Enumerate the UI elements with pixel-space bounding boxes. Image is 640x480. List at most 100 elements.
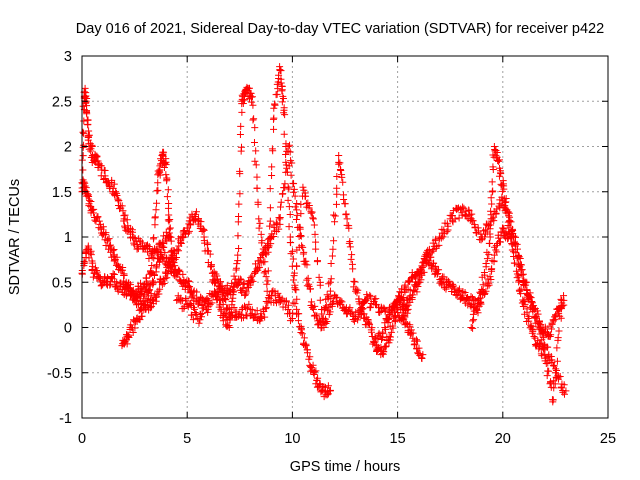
- data-point: [449, 280, 457, 288]
- data-point: [339, 178, 347, 186]
- data-point: [184, 277, 192, 285]
- data-point: [160, 280, 168, 288]
- data-point: [312, 245, 320, 253]
- data-point: [342, 211, 350, 219]
- data-point: [494, 157, 502, 165]
- data-point: [389, 322, 397, 330]
- data-point: [122, 283, 130, 291]
- data-point: [416, 350, 424, 358]
- data-point: [526, 293, 534, 301]
- data-point: [184, 229, 192, 237]
- data-point: [326, 278, 334, 286]
- data-point: [177, 240, 185, 248]
- data-point: [80, 141, 88, 149]
- data-point: [142, 274, 150, 282]
- data-point: [469, 324, 477, 332]
- data-point: [474, 296, 482, 304]
- data-point: [400, 315, 408, 323]
- data-point: [102, 229, 110, 237]
- data-point: [311, 230, 319, 238]
- data-point: [331, 218, 339, 226]
- data-point: [316, 281, 324, 289]
- data-point: [309, 215, 317, 223]
- data-point: [312, 367, 320, 375]
- data-point: [325, 280, 333, 288]
- data-point: [282, 158, 290, 166]
- data-point: [318, 310, 326, 318]
- data-point: [550, 377, 558, 385]
- data-point: [154, 179, 162, 187]
- data-point: [286, 148, 294, 156]
- data-point: [131, 324, 139, 332]
- data-point: [547, 331, 555, 339]
- data-point: [262, 250, 270, 258]
- data-point: [164, 204, 172, 212]
- data-point: [270, 114, 278, 122]
- data-point: [434, 269, 442, 277]
- data-point: [266, 234, 274, 242]
- data-point: [230, 272, 238, 280]
- data-point: [253, 173, 261, 181]
- data-point: [408, 294, 416, 302]
- data-point: [157, 249, 165, 257]
- data-point: [105, 235, 113, 243]
- data-point: [347, 255, 355, 263]
- data-point: [365, 319, 373, 327]
- data-point: [333, 294, 341, 302]
- data-point: [230, 303, 238, 311]
- data-point: [330, 297, 338, 305]
- data-point: [241, 291, 249, 299]
- data-point: [230, 287, 238, 295]
- data-point: [499, 224, 507, 232]
- data-point: [156, 285, 164, 293]
- data-point: [181, 285, 189, 293]
- data-point: [488, 200, 496, 208]
- data-point: [297, 231, 305, 239]
- data-point: [253, 184, 261, 192]
- data-point: [406, 323, 414, 331]
- data-point: [93, 153, 101, 161]
- chart-title: Day 016 of 2021, Sidereal Day-to-day VTE…: [76, 21, 604, 37]
- data-point: [418, 354, 426, 362]
- data-point: [106, 281, 114, 289]
- data-point: [356, 300, 364, 308]
- data-point: [249, 277, 257, 285]
- data-point: [162, 171, 170, 179]
- data-point: [277, 67, 285, 75]
- data-point: [239, 280, 247, 288]
- data-point: [466, 301, 474, 309]
- data-point: [255, 215, 263, 223]
- data-point: [260, 269, 268, 277]
- data-point: [238, 108, 246, 116]
- data-point: [252, 147, 260, 155]
- data-point: [541, 323, 549, 331]
- data-point: [386, 333, 394, 341]
- data-point: [435, 241, 443, 249]
- data-point: [253, 307, 261, 315]
- y-axis-label: SDTVAR / TECUs: [7, 179, 23, 295]
- data-point: [341, 200, 349, 208]
- data-point: [510, 232, 518, 240]
- data-point: [204, 296, 212, 304]
- data-point: [333, 184, 341, 192]
- data-point: [417, 276, 425, 284]
- data-point: [496, 238, 504, 246]
- y-tick-label: 2: [64, 140, 72, 156]
- data-point: [550, 384, 558, 392]
- data-point: [314, 374, 322, 382]
- x-tick-label: 25: [600, 431, 616, 447]
- data-point: [538, 352, 546, 360]
- data-point: [298, 330, 306, 338]
- data-point: [81, 84, 89, 92]
- data-point: [319, 314, 327, 322]
- data-point: [332, 293, 340, 301]
- data-point: [107, 241, 115, 249]
- data-point: [204, 241, 212, 249]
- data-point: [257, 259, 265, 267]
- data-point: [303, 261, 311, 269]
- data-point: [354, 286, 362, 294]
- y-tick-label: 1.5: [52, 185, 72, 201]
- data-point: [258, 237, 266, 245]
- data-point: [412, 336, 420, 344]
- data-point: [208, 299, 216, 307]
